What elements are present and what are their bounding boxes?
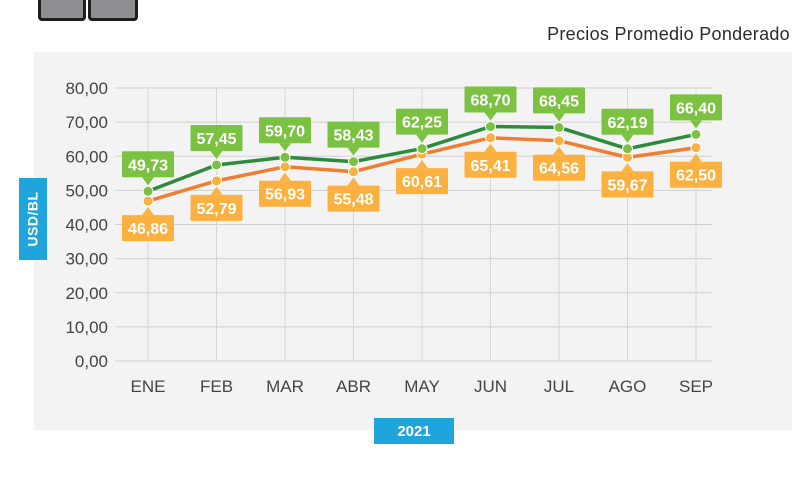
data-label-pointer-orange (210, 186, 223, 195)
data-label-green: 66,40 (676, 100, 716, 117)
data-label-badge-green (190, 124, 243, 151)
data-point-green (485, 121, 496, 133)
y-tick-label: 0,00 (75, 352, 108, 371)
data-label-pointer-green (690, 120, 702, 129)
y-tick-label: 20,00 (65, 284, 108, 303)
data-label-orange: 60,61 (402, 174, 442, 191)
data-label-pointer-orange (621, 163, 634, 172)
x-tick-label: AGO (609, 377, 647, 396)
data-label-badge-green (122, 151, 174, 178)
data-label-orange: 55,48 (333, 192, 373, 209)
y-tick-label: 50,00 (65, 181, 108, 200)
data-point-green (553, 121, 565, 133)
x-axis-label: 2021 (374, 418, 454, 444)
data-label-pointer-orange (690, 153, 702, 162)
y-tick-label: 70,00 (65, 113, 108, 132)
x-tick-label: MAR (266, 377, 304, 396)
data-label-badge-green (533, 87, 585, 114)
logo-shape-left (38, 0, 86, 21)
data-label-pointer-orange (142, 207, 154, 216)
data-label-orange: 52,79 (196, 201, 236, 218)
y-tick-label: 40,00 (65, 216, 108, 235)
data-label-badge-green (464, 86, 517, 113)
data-label-badge-green (327, 121, 380, 148)
data-point-green (142, 185, 154, 197)
x-tick-label: ENE (131, 377, 166, 396)
data-point-green (348, 156, 359, 168)
data-label-green: 62,25 (402, 115, 442, 132)
data-label-badge-orange (670, 161, 722, 188)
data-label-pointer-orange (279, 172, 291, 181)
data-label-badge-green (259, 117, 311, 144)
data-label-badge-orange (122, 215, 174, 242)
data-point-orange (553, 135, 565, 147)
data-label-orange: 64,56 (539, 161, 579, 178)
data-point-orange (690, 142, 702, 154)
data-label-orange: 56,93 (265, 187, 305, 204)
data-label-pointer-orange (347, 177, 360, 186)
data-point-orange (279, 161, 291, 173)
data-label-pointer-green (279, 143, 291, 152)
y-tick-label: 80,00 (65, 79, 108, 98)
data-label-badge-orange (533, 154, 585, 181)
data-label-green: 68,70 (470, 93, 510, 110)
data-label-green: 62,19 (607, 115, 647, 132)
data-label-green: 68,45 (539, 93, 579, 110)
data-label-badge-orange (190, 194, 243, 221)
data-label-badge-green (670, 94, 722, 121)
data-point-green (416, 143, 428, 155)
data-label-badge-green (601, 108, 654, 135)
data-label-pointer-green (210, 150, 223, 159)
data-point-orange (348, 166, 359, 178)
data-label-badge-orange (601, 171, 654, 198)
data-label-pointer-orange (416, 160, 428, 169)
data-label-green: 59,70 (265, 123, 305, 140)
data-label-orange: 65,41 (470, 158, 510, 175)
logo (38, 0, 138, 24)
data-point-orange (485, 132, 496, 144)
data-point-green (622, 143, 633, 155)
data-label-pointer-green (347, 147, 360, 156)
x-tick-label: JUL (544, 377, 574, 396)
data-label-pointer-green (484, 112, 497, 121)
y-tick-label: 10,00 (65, 318, 108, 337)
data-label-badge-green (396, 108, 448, 135)
data-point-green (690, 128, 702, 140)
data-label-orange: 46,86 (128, 221, 168, 238)
data-point-green (211, 159, 222, 171)
chart-subtitle: Precios Promedio Ponderado (547, 24, 790, 44)
data-label-green: 58,43 (333, 128, 373, 145)
data-point-orange (211, 175, 222, 187)
logo-shape-right (88, 0, 138, 21)
data-point-orange (142, 195, 154, 207)
x-tick-label: ABR (336, 377, 371, 396)
data-label-green: 49,73 (128, 157, 168, 174)
data-label-pointer-orange (484, 143, 497, 152)
x-tick-label: JUN (474, 377, 507, 396)
data-label-orange: 59,67 (607, 177, 647, 194)
y-axis-label: USD/BL (19, 178, 47, 260)
data-label-badge-orange (464, 151, 517, 178)
y-tick-label: 60,00 (65, 147, 108, 166)
data-label-pointer-green (142, 177, 154, 186)
data-label-green: 57,45 (196, 131, 236, 148)
data-label-pointer-green (416, 134, 428, 143)
data-label-badge-orange (396, 168, 448, 195)
y-tick-label: 30,00 (65, 250, 108, 269)
x-tick-label: SEP (679, 377, 713, 396)
data-label-pointer-orange (553, 146, 565, 155)
data-label-pointer-green (553, 113, 565, 122)
data-label-orange: 62,50 (676, 168, 716, 185)
data-label-badge-orange (259, 180, 311, 207)
data-point-green (279, 151, 291, 163)
data-label-pointer-green (621, 134, 634, 143)
x-tick-label: FEB (200, 377, 233, 396)
x-tick-label: MAY (404, 377, 440, 396)
data-label-badge-orange (327, 185, 380, 212)
